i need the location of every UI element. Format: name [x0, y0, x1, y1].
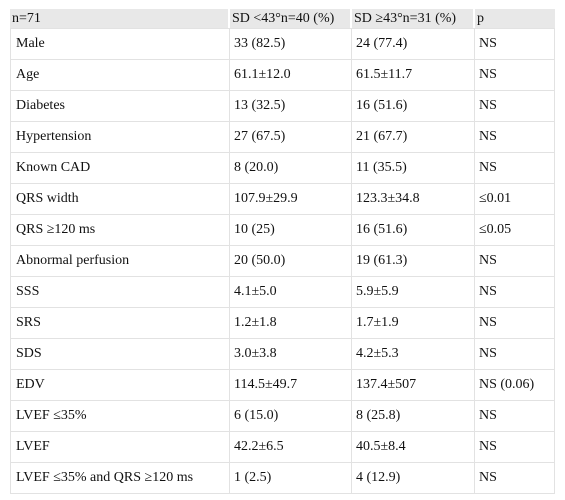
p-value-cell: NS — [475, 153, 555, 184]
p-value-cell: NS — [475, 246, 555, 277]
sd-at-least-43-cell: 40.5±8.4 — [352, 432, 475, 463]
sd-below-43-cell: 61.1±12.0 — [230, 60, 352, 91]
p-value-cell: NS — [475, 308, 555, 339]
row-label-cell: LVEF — [10, 432, 230, 463]
table-row: Age 61.1±12.0 61.5±11.7 NS — [10, 60, 555, 91]
p-value-cell: ≤0.05 — [475, 215, 555, 246]
sd-below-43-cell: 8 (20.0) — [230, 153, 352, 184]
sd-at-least-43-cell: 11 (35.5) — [352, 153, 475, 184]
sd-at-least-43-cell: 4.2±5.3 — [352, 339, 475, 370]
sd-below-43-cell: 13 (32.5) — [230, 91, 352, 122]
table-row: Known CAD 8 (20.0) 11 (35.5) NS — [10, 153, 555, 184]
sd-below-43-cell: 10 (25) — [230, 215, 352, 246]
sd-below-43-cell: 114.5±49.7 — [230, 370, 352, 401]
sd-at-least-43-cell: 137.4±507 — [352, 370, 475, 401]
row-label-cell: SRS — [10, 308, 230, 339]
sd-below-43-cell: 1 (2.5) — [230, 463, 352, 494]
p-value-cell: NS — [475, 122, 555, 153]
row-label-cell: Age — [10, 60, 230, 91]
table-row: Hypertension 27 (67.5) 21 (67.7) NS — [10, 122, 555, 153]
row-label-cell: Hypertension — [10, 122, 230, 153]
header-row: n=71 SD <43°n=40 (%) SD ≥43°n=31 (%) p — [10, 9, 555, 28]
sd-at-least-43-cell: 21 (67.7) — [352, 122, 475, 153]
sd-below-43-cell: 4.1±5.0 — [230, 277, 352, 308]
header-cell-sd-at-least-43: SD ≥43°n=31 (%) — [352, 9, 475, 28]
sd-at-least-43-cell: 16 (51.6) — [352, 215, 475, 246]
sd-at-least-43-cell: 24 (77.4) — [352, 28, 475, 60]
sd-below-43-cell: 42.2±6.5 — [230, 432, 352, 463]
sd-below-43-cell: 107.9±29.9 — [230, 184, 352, 215]
table-row: SDS 3.0±3.8 4.2±5.3 NS — [10, 339, 555, 370]
sd-at-least-43-cell: 5.9±5.9 — [352, 277, 475, 308]
sd-at-least-43-cell: 16 (51.6) — [352, 91, 475, 122]
sd-below-43-cell: 3.0±3.8 — [230, 339, 352, 370]
sd-at-least-43-cell: 19 (61.3) — [352, 246, 475, 277]
sd-at-least-43-cell: 61.5±11.7 — [352, 60, 475, 91]
row-label-cell: SDS — [10, 339, 230, 370]
sd-at-least-43-cell: 8 (25.8) — [352, 401, 475, 432]
sd-at-least-43-cell: 1.7±1.9 — [352, 308, 475, 339]
table-row: QRS width 107.9±29.9 123.3±34.8 ≤0.01 — [10, 184, 555, 215]
table-row: LVEF 42.2±6.5 40.5±8.4 NS — [10, 432, 555, 463]
sd-below-43-cell: 1.2±1.8 — [230, 308, 352, 339]
row-label-cell: Abnormal perfusion — [10, 246, 230, 277]
table-row: SRS 1.2±1.8 1.7±1.9 NS — [10, 308, 555, 339]
p-value-cell: NS — [475, 277, 555, 308]
data-table: n=71 SD <43°n=40 (%) SD ≥43°n=31 (%) p M… — [10, 9, 555, 494]
table-header: n=71 SD <43°n=40 (%) SD ≥43°n=31 (%) p — [10, 9, 555, 28]
row-label-cell: SSS — [10, 277, 230, 308]
table-row: Male 33 (82.5) 24 (77.4) NS — [10, 28, 555, 60]
row-label-cell: LVEF ≤35% and QRS ≥120 ms — [10, 463, 230, 494]
row-label-cell: EDV — [10, 370, 230, 401]
sd-below-43-cell: 20 (50.0) — [230, 246, 352, 277]
table-row: QRS ≥120 ms 10 (25) 16 (51.6) ≤0.05 — [10, 215, 555, 246]
table-row: LVEF ≤35% 6 (15.0) 8 (25.8) NS — [10, 401, 555, 432]
sd-below-43-cell: 27 (67.5) — [230, 122, 352, 153]
sd-at-least-43-cell: 4 (12.9) — [352, 463, 475, 494]
header-cell-p-value: p — [475, 9, 555, 28]
row-label-cell: LVEF ≤35% — [10, 401, 230, 432]
p-value-cell: NS — [475, 463, 555, 494]
table-row: EDV 114.5±49.7 137.4±507 NS (0.06) — [10, 370, 555, 401]
p-value-cell: NS (0.06) — [475, 370, 555, 401]
p-value-cell: NS — [475, 401, 555, 432]
table-row: Diabetes 13 (32.5) 16 (51.6) NS — [10, 91, 555, 122]
row-label-cell: QRS ≥120 ms — [10, 215, 230, 246]
p-value-cell: NS — [475, 91, 555, 122]
table-row: LVEF ≤35% and QRS ≥120 ms 1 (2.5) 4 (12.9)… — [10, 463, 555, 494]
p-value-cell: ≤0.01 — [475, 184, 555, 215]
row-label-cell: Diabetes — [10, 91, 230, 122]
table-row: SSS 4.1±5.0 5.9±5.9 NS — [10, 277, 555, 308]
p-value-cell: NS — [475, 339, 555, 370]
header-cell-sample-size: n=71 — [10, 9, 230, 28]
p-value-cell: NS — [475, 60, 555, 91]
p-value-cell: NS — [475, 432, 555, 463]
sd-below-43-cell: 6 (15.0) — [230, 401, 352, 432]
row-label-cell: Male — [10, 28, 230, 60]
table-row: Abnormal perfusion 20 (50.0) 19 (61.3) NS — [10, 246, 555, 277]
header-cell-sd-below-43: SD <43°n=40 (%) — [230, 9, 352, 28]
sd-below-43-cell: 33 (82.5) — [230, 28, 352, 60]
p-value-cell: NS — [475, 28, 555, 60]
sd-at-least-43-cell: 123.3±34.8 — [352, 184, 475, 215]
row-label-cell: Known CAD — [10, 153, 230, 184]
table-body: Male 33 (82.5) 24 (77.4) NS Age 61.1±12.0 61.5… — [10, 28, 555, 494]
row-label-cell: QRS width — [10, 184, 230, 215]
